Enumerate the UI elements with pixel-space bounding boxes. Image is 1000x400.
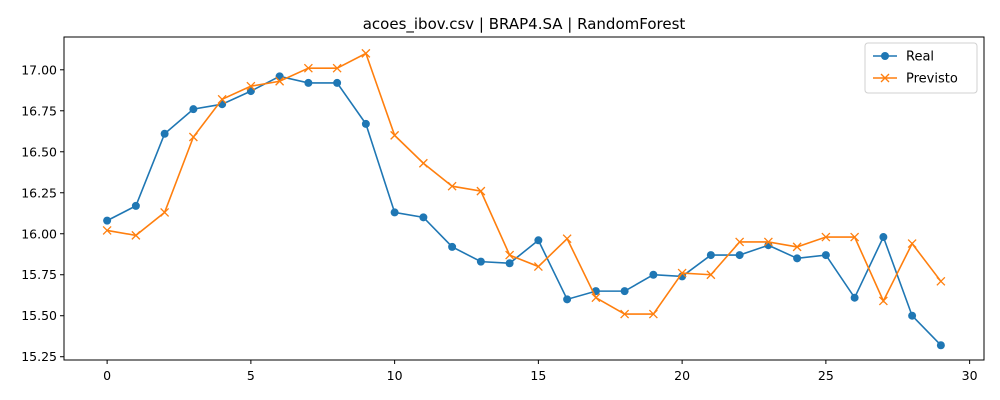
x-tick-label: 15 bbox=[530, 368, 546, 383]
y-tick-label: 16.75 bbox=[21, 103, 57, 118]
data-point-previsto bbox=[763, 237, 773, 247]
y-tick-label: 17.00 bbox=[21, 62, 57, 77]
data-point-real bbox=[534, 236, 543, 245]
data-point-previsto bbox=[217, 94, 227, 104]
data-point-previsto bbox=[533, 262, 543, 272]
data-point-real bbox=[850, 293, 859, 302]
y-tick-label: 15.50 bbox=[21, 308, 57, 323]
x-tick-label: 5 bbox=[247, 368, 255, 383]
data-point-real bbox=[649, 270, 658, 279]
data-point-previsto bbox=[706, 270, 716, 280]
x-tick-label: 20 bbox=[674, 368, 690, 383]
data-point-real bbox=[189, 105, 198, 114]
series-layer bbox=[102, 48, 946, 350]
series-line-real bbox=[106, 75, 942, 346]
x-tick-label: 10 bbox=[387, 368, 403, 383]
legend: Real Previsto bbox=[864, 42, 978, 94]
data-point-previsto bbox=[418, 158, 428, 168]
data-point-real bbox=[821, 251, 830, 260]
data-point-previsto bbox=[792, 242, 802, 252]
data-point-real bbox=[361, 119, 370, 128]
data-point-previsto bbox=[821, 232, 831, 242]
y-axis: 15.25 15.50 15.75 16.00 16.25 16.50 16.75 17.00 bbox=[21, 62, 64, 364]
data-point-real bbox=[448, 242, 457, 251]
data-point-previsto bbox=[505, 250, 515, 260]
data-point-real bbox=[505, 259, 514, 268]
chart-title: acoes_ibov.csv | BRAP4.SA | RandomForest bbox=[363, 15, 686, 34]
data-point-previsto bbox=[562, 234, 572, 244]
y-tick-label: 15.25 bbox=[21, 349, 57, 364]
data-point-previsto bbox=[907, 239, 917, 249]
data-point-real bbox=[390, 208, 399, 217]
x-tick-label: 0 bbox=[103, 368, 111, 383]
data-point-real bbox=[706, 251, 715, 260]
data-point-real bbox=[936, 341, 945, 350]
data-point-previsto bbox=[361, 48, 371, 58]
data-point-previsto bbox=[677, 268, 687, 278]
legend-label: Real bbox=[906, 50, 934, 65]
data-point-real bbox=[908, 311, 917, 320]
data-point-previsto bbox=[246, 81, 256, 91]
data-point-real bbox=[793, 254, 802, 263]
data-point-previsto bbox=[275, 76, 285, 86]
data-point-previsto bbox=[160, 207, 170, 217]
y-tick-label: 16.25 bbox=[21, 185, 57, 200]
data-point-real bbox=[476, 257, 485, 266]
data-point-previsto bbox=[332, 63, 342, 73]
y-tick-label: 16.00 bbox=[21, 226, 57, 241]
data-point-previsto bbox=[648, 309, 658, 319]
data-point-real bbox=[103, 216, 112, 225]
legend-item-previsto: Previsto bbox=[873, 72, 958, 87]
data-point-previsto bbox=[936, 276, 946, 286]
data-point-previsto bbox=[303, 63, 313, 73]
data-point-previsto bbox=[878, 296, 888, 306]
legend-item-real: Real bbox=[873, 50, 934, 65]
y-tick-label: 15.75 bbox=[21, 267, 57, 282]
data-point-previsto bbox=[850, 232, 860, 242]
data-point-previsto bbox=[102, 226, 112, 235]
x-tick-label: 25 bbox=[818, 368, 834, 383]
data-point-real bbox=[563, 295, 572, 304]
data-point-real bbox=[879, 233, 888, 242]
data-point-previsto bbox=[447, 181, 457, 191]
data-point-real bbox=[735, 251, 744, 260]
data-point-previsto bbox=[131, 230, 141, 240]
legend-label: Previsto bbox=[906, 72, 958, 87]
data-point-real bbox=[620, 287, 629, 296]
data-point-real bbox=[333, 78, 342, 87]
data-point-previsto bbox=[390, 130, 400, 140]
data-point-previsto bbox=[591, 293, 601, 303]
x-tick-label: 30 bbox=[962, 368, 978, 383]
data-point-previsto bbox=[620, 309, 630, 319]
data-point-real bbox=[419, 213, 428, 222]
y-tick-label: 16.50 bbox=[21, 144, 57, 159]
data-point-previsto bbox=[476, 186, 486, 196]
data-point-previsto bbox=[188, 132, 198, 142]
series-line-previsto bbox=[106, 52, 942, 315]
data-point-real bbox=[304, 78, 313, 87]
data-point-previsto bbox=[735, 237, 745, 247]
plot-area bbox=[63, 36, 985, 361]
data-point-real bbox=[131, 201, 140, 210]
x-axis: 0 5 10 15 20 25 30 bbox=[103, 360, 978, 383]
data-point-real bbox=[160, 129, 169, 138]
